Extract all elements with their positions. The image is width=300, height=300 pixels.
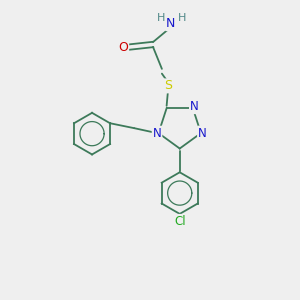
Text: S: S [164,80,172,92]
Text: N: N [153,127,161,140]
Text: N: N [190,100,199,113]
Text: N: N [198,127,207,140]
Text: Cl: Cl [174,215,185,228]
Text: H: H [178,13,186,23]
Text: N: N [166,17,176,30]
Text: O: O [118,41,128,54]
Text: H: H [157,13,166,23]
